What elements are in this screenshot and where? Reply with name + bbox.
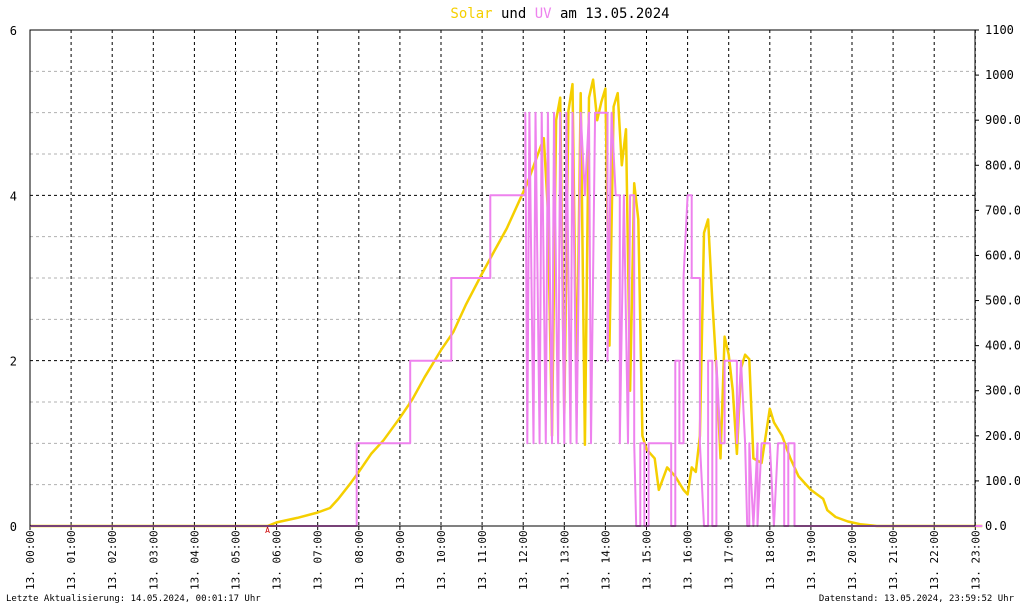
title-und: und	[493, 6, 535, 22]
series-line-uv	[30, 111, 983, 527]
right-tick-label: 200.0	[985, 429, 1020, 443]
x-axis: 13. 00:00 13. 01:00 13. 02:00 13. 03:00 13. …	[24, 526, 982, 590]
right-tick-label: 400.0	[985, 339, 1020, 353]
x-tick-label: 13. 13:00	[558, 530, 571, 590]
x-tick-label: 13. 17:00	[723, 530, 736, 590]
x-tick-label: 13. 16:00	[682, 530, 695, 590]
right-tick-label: 1100	[985, 23, 1014, 37]
right-tick-label: 1000	[985, 68, 1014, 82]
x-tick-label: 13. 22:00	[928, 530, 941, 590]
right-tick-label: 300.0	[985, 384, 1020, 398]
x-tick-label: 13. 20:00	[846, 530, 859, 590]
right-tick-label: 100.0	[985, 474, 1020, 488]
x-tick-label: 13. 08:00	[353, 530, 366, 590]
x-tick-label: 13. 19:00	[805, 530, 818, 590]
x-tick-label: 13. 02:00	[106, 530, 119, 590]
x-tick-label: 13. 05:00	[230, 530, 243, 590]
footer-right: Datenstand: 13.05.2024, 23:59:52 Uhr	[819, 594, 1015, 604]
x-tick-label: 13. 12:00	[517, 530, 530, 590]
x-tick-label: 13. 18:00	[764, 530, 777, 590]
plot-frame	[29, 29, 976, 527]
title-date: am 13.05.2024	[552, 6, 670, 22]
left-tick-label: 6	[10, 24, 17, 38]
series-line-solar	[30, 78, 983, 528]
right-tick-label: 800.0	[985, 158, 1020, 172]
x-tick-label: 13. 21:00	[887, 530, 900, 590]
marker-a-label: A	[265, 526, 270, 535]
x-tick-label: 13. 03:00	[147, 530, 160, 590]
x-tick-label: 13. 23:00	[969, 530, 982, 590]
left-tick-label: 4	[10, 189, 17, 203]
footer-left: Letzte Aktualisierung: 14.05.2024, 00:01…	[6, 594, 261, 604]
left-axis: 0 2 4 6	[10, 24, 17, 534]
right-tick-label: 500.0	[985, 294, 1020, 308]
left-tick-label: 2	[10, 355, 17, 369]
right-tick-label: 0.0	[985, 519, 1007, 533]
chart-title: Solar und UV am 13.05.2024	[450, 6, 669, 22]
x-tick-label: 13. 04:00	[188, 530, 201, 590]
x-tick-label: 13. 00:00	[24, 530, 37, 590]
x-tick-label: 13. 01:00	[65, 530, 78, 590]
series-layer	[30, 78, 983, 528]
left-tick-label: 0	[10, 520, 17, 534]
x-tick-label: 13. 07:00	[312, 530, 325, 590]
x-tick-label: 13. 06:00	[271, 530, 284, 590]
x-tick-label: 13. 14:00	[599, 530, 612, 590]
title-solar: Solar	[450, 6, 492, 22]
x-tick-label: 13. 15:00	[641, 530, 654, 590]
marker-layer: A	[265, 526, 270, 535]
title-uv: UV	[535, 6, 552, 22]
x-tick-label: 13. 09:00	[394, 530, 407, 590]
right-tick-label: 700.0	[985, 203, 1020, 217]
x-tick-label: 13. 11:00	[476, 530, 489, 590]
x-tick-label: 13. 10:00	[435, 530, 448, 590]
right-axis: 0.0 100.0 200.0 300.0 400.0 500.0 600.0 700.0 80…	[975, 23, 1020, 533]
right-tick-label: 600.0	[985, 248, 1020, 262]
right-tick-label: 900.0	[985, 113, 1020, 127]
